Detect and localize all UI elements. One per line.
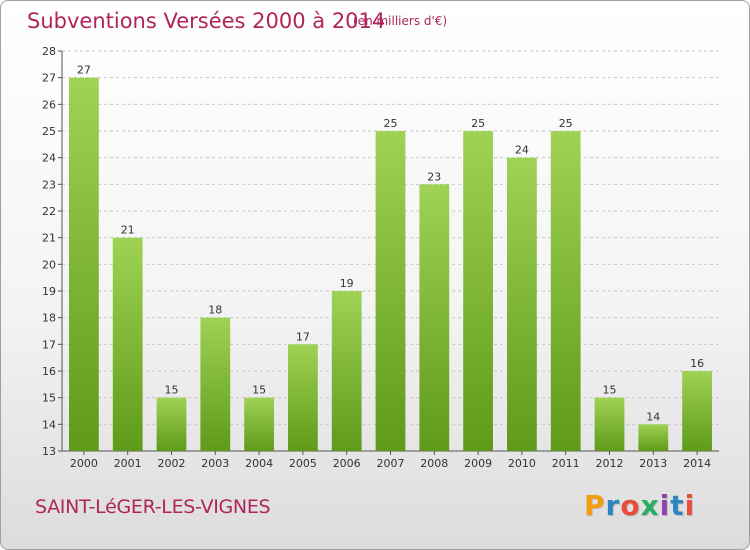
x-tick-label: 2008 [420, 457, 448, 470]
bar-2005 [288, 344, 318, 451]
y-tick-label: 15 [42, 392, 56, 405]
value-label: 23 [427, 170, 441, 183]
value-label: 18 [208, 304, 222, 317]
y-tick-label: 21 [42, 232, 56, 245]
value-label: 25 [559, 117, 573, 130]
value-label: 27 [77, 64, 91, 77]
y-tick-label: 13 [42, 445, 56, 458]
x-tick-label: 2003 [201, 457, 229, 470]
y-tick-label: 18 [42, 312, 56, 325]
y-tick-label: 28 [42, 45, 56, 58]
x-tick-label: 2012 [596, 457, 624, 470]
bar-2002 [156, 397, 187, 451]
bar-2010 [507, 157, 537, 451]
x-tick-label: 2001 [114, 457, 142, 470]
chart-title: Subventions Versées 2000 à 2014 [27, 9, 386, 33]
value-label: 24 [515, 144, 529, 157]
y-tick-label: 19 [42, 285, 56, 298]
y-tick-label: 25 [42, 125, 56, 138]
x-tick-label: 2011 [552, 457, 580, 470]
x-tick-label: 2006 [333, 457, 361, 470]
bar-2006 [331, 291, 362, 451]
y-tick-label: 23 [42, 178, 56, 191]
y-tick-label: 20 [42, 258, 56, 271]
x-tick-label: 2002 [158, 457, 186, 470]
value-label: 15 [603, 384, 617, 397]
y-tick-label: 16 [42, 365, 56, 378]
value-label: 14 [646, 410, 660, 423]
bar-2009 [463, 131, 493, 451]
bar-2012 [594, 397, 625, 451]
y-tick-label: 22 [42, 205, 56, 218]
x-tick-label: 2000 [70, 457, 98, 470]
value-label: 15 [252, 384, 266, 397]
y-tick-label: 14 [42, 418, 56, 431]
bar-2014 [682, 371, 712, 451]
bar-2011 [550, 131, 581, 451]
x-tick-label: 2007 [377, 457, 405, 470]
y-tick-label: 27 [42, 72, 56, 85]
value-label: 25 [384, 117, 398, 130]
bar-2013 [638, 424, 669, 451]
value-label: 17 [296, 330, 310, 343]
bars [69, 77, 712, 452]
chart-unit: (en milliers d'€) [353, 14, 448, 28]
proxiti-logo: Proxiti [584, 489, 696, 522]
value-label: 19 [340, 277, 354, 290]
bar-2003 [200, 317, 231, 451]
x-tick-label: 2004 [245, 457, 273, 470]
bar-2000 [69, 77, 99, 452]
bar-2004 [244, 397, 274, 451]
y-tick-label: 26 [42, 98, 56, 111]
x-tick-label: 2014 [683, 457, 711, 470]
value-label: 21 [121, 224, 135, 237]
value-label: 16 [690, 357, 704, 370]
x-tick-label: 2013 [639, 457, 667, 470]
y-tick-label: 17 [42, 338, 56, 351]
value-label: 15 [165, 384, 179, 397]
x-tick-label: 2009 [464, 457, 492, 470]
x-tick-label: 2010 [508, 457, 536, 470]
x-tick-label: 2005 [289, 457, 317, 470]
bar-2008 [419, 184, 450, 452]
commune-name: SAINT-LéGER-LES-VIGNES [35, 496, 271, 518]
value-label: 25 [471, 117, 485, 130]
bar-2007 [375, 131, 406, 451]
bar-2001 [112, 237, 143, 451]
y-tick-label: 24 [42, 152, 56, 165]
labels: 27 2000 21 2001 15 2002 18 2003 15 2004 17 2005 19 20… [70, 64, 711, 470]
